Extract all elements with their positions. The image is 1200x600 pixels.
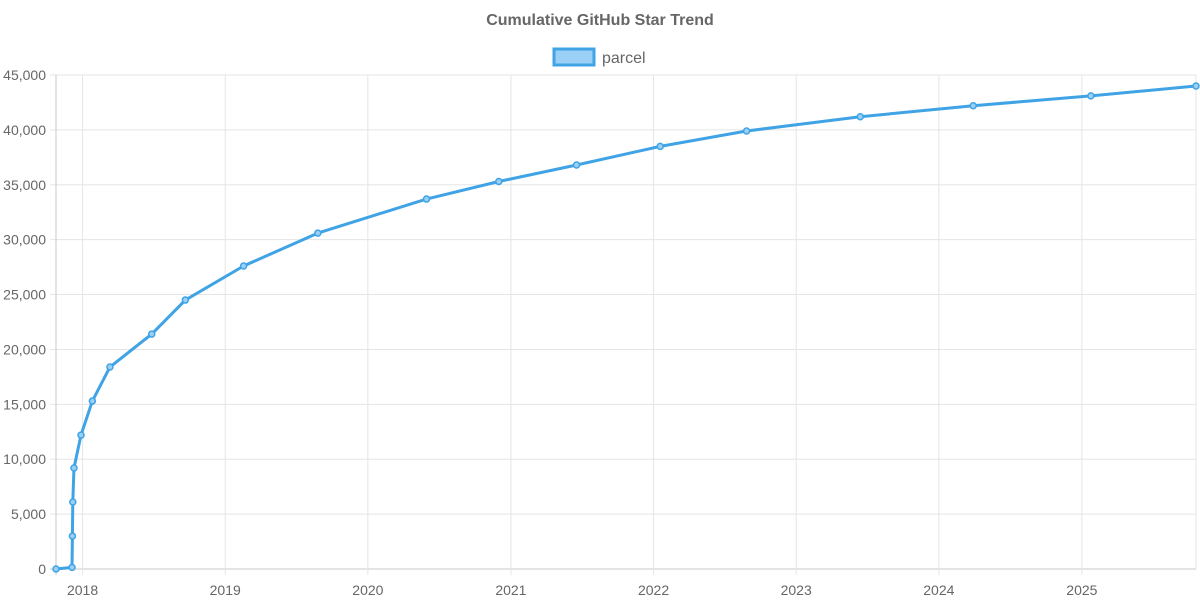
- data-point[interactable]: [88, 397, 97, 405]
- data-point[interactable]: [572, 161, 581, 169]
- data-point[interactable]: [314, 229, 322, 237]
- y-tick-label: 40,000: [3, 122, 46, 138]
- x-tick-label: 2018: [67, 582, 98, 598]
- data-point[interactable]: [69, 498, 77, 506]
- data-point[interactable]: [656, 142, 664, 151]
- data-point[interactable]: [52, 565, 60, 573]
- x-tick-label: 2025: [1066, 582, 1097, 598]
- data-point[interactable]: [495, 177, 503, 186]
- data-point[interactable]: [742, 127, 751, 135]
- data-point[interactable]: [106, 363, 114, 371]
- data-point[interactable]: [969, 101, 977, 110]
- y-tick-label: 35,000: [3, 177, 46, 193]
- y-tick-label: 15,000: [3, 396, 46, 412]
- x-tick-label: 2021: [495, 582, 526, 598]
- data-point[interactable]: [1087, 92, 1095, 100]
- y-tick-label: 5,000: [11, 506, 46, 522]
- legend-label[interactable]: parcel: [602, 50, 646, 67]
- y-tick-label: 10,000: [3, 451, 46, 467]
- x-tick-label: 2019: [210, 582, 241, 598]
- chart-title: Cumulative GitHub Star Trend: [486, 12, 714, 29]
- y-tick-label: 30,000: [3, 232, 46, 248]
- data-point[interactable]: [68, 532, 77, 540]
- axis-layer: 0 5,000 10,000 15,000 20,000 25,000 30,000 35,0…: [3, 67, 1097, 598]
- y-tick-label: 20,000: [3, 341, 46, 357]
- data-point[interactable]: [70, 464, 78, 472]
- data-point[interactable]: [856, 112, 865, 121]
- data-point[interactable]: [68, 563, 76, 572]
- y-tick-label: 45,000: [3, 67, 46, 83]
- y-tick-label: 25,000: [3, 287, 46, 303]
- x-tick-label: 2022: [638, 582, 669, 598]
- grid-layer: [50, 74, 1197, 575]
- x-tick-label: 2020: [352, 582, 383, 598]
- data-point[interactable]: [147, 330, 156, 338]
- data-point[interactable]: [77, 431, 85, 439]
- data-point[interactable]: [239, 262, 248, 270]
- data-point[interactable]: [1192, 82, 1200, 90]
- data-point[interactable]: [181, 296, 190, 304]
- data-point[interactable]: [422, 195, 431, 203]
- series-line-parcel: [54, 84, 1198, 571]
- y-tick-label: 0: [38, 561, 46, 577]
- x-tick-label: 2023: [781, 582, 812, 598]
- legend[interactable]: parcel: [552, 47, 646, 67]
- x-tick-label: 2024: [923, 582, 954, 598]
- series-layer: [52, 82, 1200, 573]
- legend-swatch[interactable]: [552, 47, 596, 67]
